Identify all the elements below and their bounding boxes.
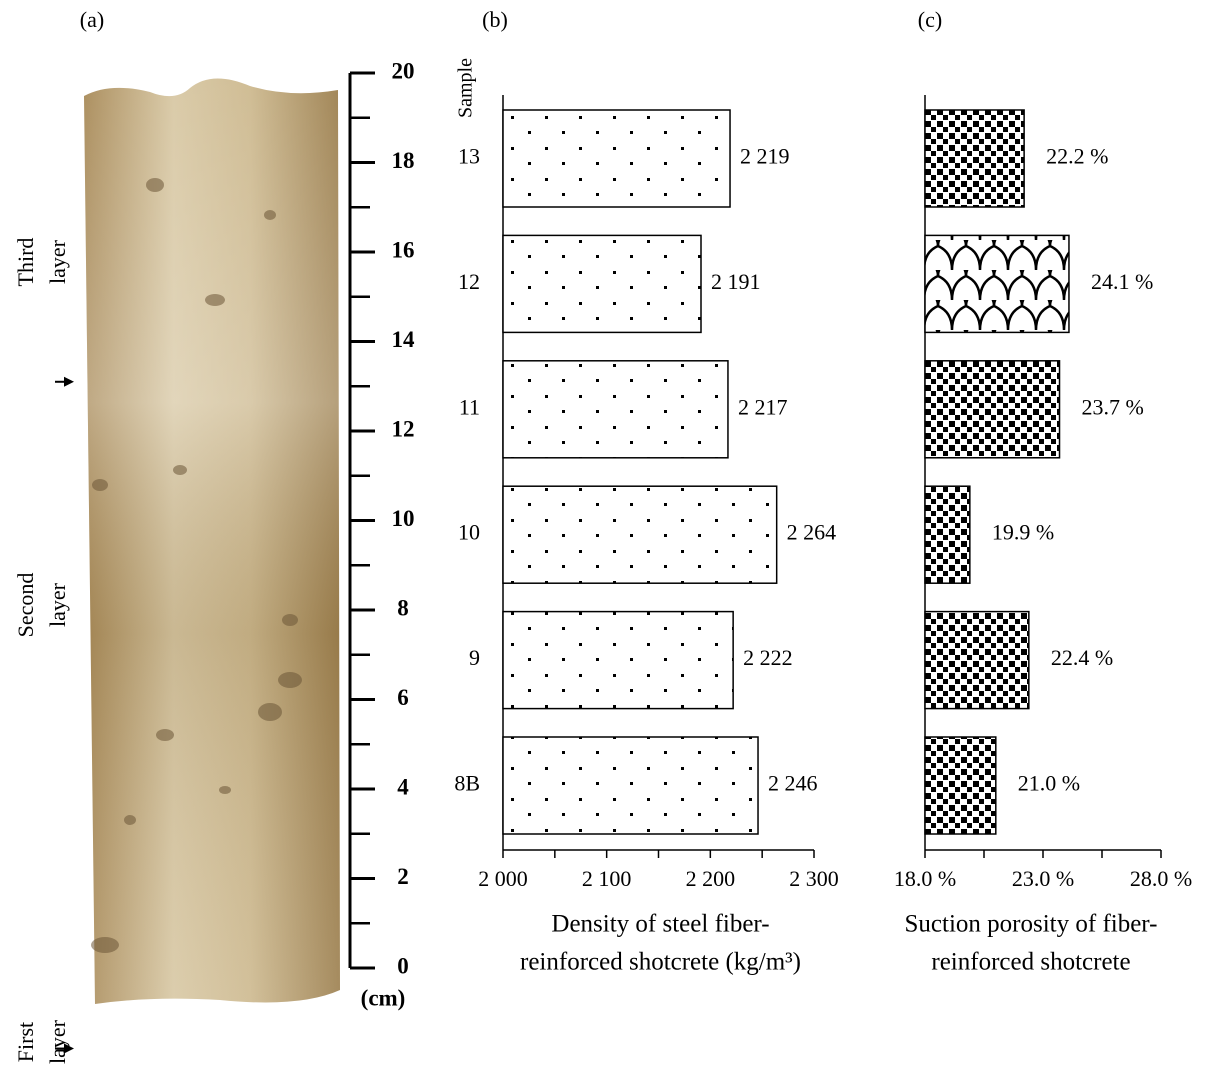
- value-label: 22.2 %: [1046, 144, 1108, 169]
- ruler-tick-label: 10: [392, 506, 415, 531]
- panel-label: (c): [918, 7, 942, 32]
- x-axis-label: reinforced shotcrete (kg/m³): [520, 949, 801, 976]
- ruler-tick-label: 14: [392, 327, 416, 352]
- value-label: 21.0 %: [1018, 771, 1080, 796]
- ruler-tick-label: 4: [397, 774, 409, 799]
- ruler-tick-label: 18: [392, 148, 415, 173]
- bar-pattern: [925, 612, 1029, 709]
- value-label: 2 191: [711, 269, 761, 294]
- ruler-tick-label: 6: [397, 685, 409, 710]
- y-tick-label: 8B: [454, 771, 480, 796]
- value-label: 22.4 %: [1051, 645, 1113, 670]
- y-tick-label: 9: [469, 645, 480, 670]
- y-tick-label: 10: [458, 520, 480, 545]
- x-tick-label: 23.0 %: [1012, 866, 1074, 891]
- bar-pattern: [925, 361, 1060, 458]
- value-label: 2 246: [768, 771, 818, 796]
- bar-pattern: [503, 235, 701, 332]
- ruler-tick-label: 20: [392, 58, 415, 83]
- bar-pattern: [503, 737, 758, 834]
- ruler-tick-label: 2: [397, 864, 409, 889]
- ruler-tick-label: 16: [392, 237, 415, 262]
- value-label: 2 222: [743, 645, 793, 670]
- value-label: 24.1 %: [1091, 269, 1153, 294]
- value-label: 2 264: [787, 520, 837, 545]
- bar-pattern: [503, 612, 733, 709]
- bar-pattern: [925, 486, 970, 583]
- y-tick-label: 13: [458, 144, 480, 169]
- panel-label: (b): [482, 7, 508, 32]
- value-label: 2 219: [740, 144, 790, 169]
- x-tick-label: 28.0 %: [1130, 866, 1192, 891]
- bar-pattern: [925, 110, 1024, 207]
- x-tick-label: 2 300: [789, 866, 839, 891]
- value-label: 23.7 %: [1082, 394, 1144, 419]
- bar-pattern: [503, 110, 730, 207]
- x-axis-label: Density of steel fiber-: [551, 911, 769, 938]
- x-axis-label: Suction porosity of fiber-: [905, 911, 1158, 938]
- value-label: 2 217: [738, 394, 788, 419]
- x-tick-label: 2 000: [478, 866, 528, 891]
- layer-boundary-arrowhead: [64, 377, 74, 387]
- ruler-tick-label: 12: [392, 416, 415, 441]
- bar-pattern: [503, 361, 728, 458]
- ruler-tick-label: 8: [397, 595, 409, 620]
- ruler-unit: (cm): [361, 985, 406, 1010]
- x-axis-label: reinforced shotcrete: [931, 949, 1130, 976]
- x-tick-label: 2 200: [686, 866, 736, 891]
- y-axis-label: Sample: [455, 58, 477, 118]
- bar-pattern: [925, 235, 1069, 332]
- bar-pattern: [925, 737, 996, 834]
- panel-label: (a): [80, 7, 104, 32]
- y-tick-label: 11: [459, 394, 480, 419]
- x-tick-label: 18.0 %: [894, 866, 956, 891]
- bar-pattern: [503, 486, 777, 583]
- value-label: 19.9 %: [992, 520, 1054, 545]
- core-shading: [84, 78, 340, 1004]
- x-tick-label: 2 100: [582, 866, 632, 891]
- figure: (a) (b) (c) 0 2 4 6 8 10 12 14 16 18 20 (cm) Thirdla…: [0, 0, 1212, 1074]
- y-tick-label: 12: [458, 269, 480, 294]
- ruler-tick-label: 0: [397, 953, 409, 978]
- page: (a) (b) (c) 0 2 4 6 8 10 12 14 16 18 20 (cm) Thirdla…: [0, 0, 1212, 1074]
